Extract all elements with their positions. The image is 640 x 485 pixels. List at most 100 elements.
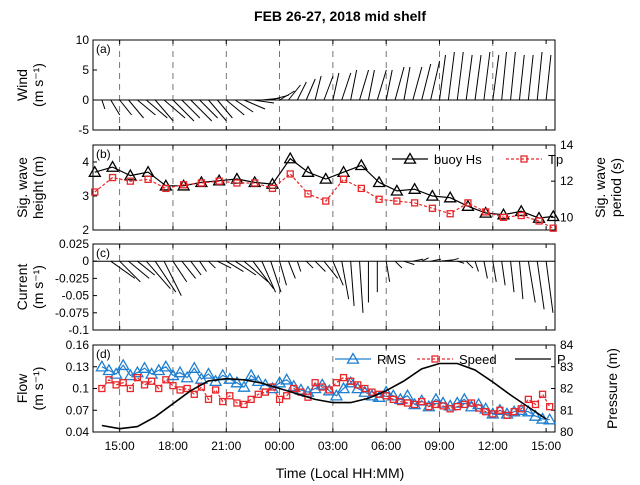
data-point-speed [183,384,191,393]
data-point-rms [251,374,265,387]
vector-stick [430,258,442,262]
x-tick-label: 03:00 [318,439,348,453]
data-point-rms [471,397,486,410]
data-point-speed [396,397,405,406]
data-point-speed [126,384,134,393]
vector-stick [119,99,133,116]
y2-tick-label: 81 [560,403,574,417]
vector-stick [323,260,339,279]
vector-stick [403,66,411,101]
panel-4: 0.04 0.07 0.1 0.13 0.16 (d) Flow (m s⁻¹) 80 81 82 8… [14,338,620,453]
vector-stick [367,69,375,101]
data-point-tp [410,199,419,207]
data-point-speed [482,408,490,416]
vector-stick [376,69,387,101]
vector-stick [474,54,482,101]
vector-stick [208,99,227,122]
data-point-speed [190,390,198,398]
vector-stick [217,260,232,269]
data-point-tp [357,184,365,193]
vector-stick [225,99,245,116]
data-point-tp [286,170,294,178]
vector-stick [128,260,150,279]
vector-stick [296,81,307,101]
vector-stick [527,54,534,101]
legend-label: Tp [548,152,563,167]
vector-stick [545,261,554,313]
vector-stick [501,261,506,286]
vector-stick [243,99,266,110]
legend: buoy Hs Tp [392,152,563,167]
vector-stick [465,260,474,269]
y-tick-label: 0.16 [66,338,90,352]
data-point-speed [517,405,525,413]
y-tick-label: 0.07 [66,403,90,417]
data-point-buoy-hs [336,165,351,177]
vector-stick [234,260,257,276]
vector-stick [465,54,473,101]
data-point-tp [91,188,99,196]
data-point-buoy-hs [88,165,102,177]
data-point-speed [325,386,333,394]
vector-stick [145,99,168,119]
legend: RMS Speed P [335,352,566,367]
y-tick-label: 0.025 [59,237,89,251]
data-point-tp [304,190,312,198]
series-line-buoy-hs [94,157,554,219]
data-point-rms [137,361,152,373]
y-tick-label: -0.05 [62,289,90,303]
vector-stick [483,51,491,101]
vector-stick [421,257,429,262]
data-point-rms [528,409,543,421]
data-point-rms [159,359,173,372]
vector-stick [226,260,244,272]
x-tick-label: 21:00 [211,439,241,453]
data-point-speed [382,392,390,400]
data-point-buoy-hs [354,158,368,171]
data-point-rms [116,358,130,371]
data-point-speed [176,386,184,394]
data-point-tp [339,175,348,184]
panel-3: -0.1 -0.075 -0.05 -0.025 0 0.025 (c) Current (m … [14,237,556,337]
data-point-buoy-hs [372,175,386,188]
vector-stick [252,260,274,290]
data-point-tp [517,211,525,220]
data-point-speed [240,400,248,409]
panel-frame [92,144,556,231]
legend-marker [431,355,439,363]
y-tick-label: 10 [76,33,90,47]
data-point-speed [510,408,518,416]
data-point-speed [318,383,326,391]
x-tick-label: 18:00 [158,439,188,453]
data-point-rms [180,370,194,383]
vector-stick [412,66,423,101]
data-point-buoy-hs [105,160,120,172]
data-point-speed [546,402,554,411]
vector-stick [190,260,202,276]
data-point-speed [439,402,447,410]
data-point-speed [254,390,262,398]
y-axis-label: (m s⁻¹) [30,63,46,107]
vector-stick [110,99,121,116]
vector-stick [305,260,314,269]
data-point-tp [197,179,206,187]
data-point-buoy-hs [443,190,457,203]
data-point-buoy-hs [425,189,440,201]
data-point-rms [336,381,351,394]
data-point-buoy-hs [301,165,315,177]
data-point-buoy-hs [319,172,333,184]
x-tick-label: 15:00 [531,439,561,453]
data-point-rms [102,363,116,376]
data-point-speed [204,395,213,404]
data-point-tp [162,184,170,193]
data-point-rms [173,365,187,378]
data-point-tp [251,179,259,187]
legend-marker [346,352,360,364]
vector-stick [394,260,403,269]
data-point-rms [237,380,251,392]
data-point-rms [201,367,216,379]
legend-label: buoy Hs [434,152,482,167]
vector-stick [447,51,455,101]
